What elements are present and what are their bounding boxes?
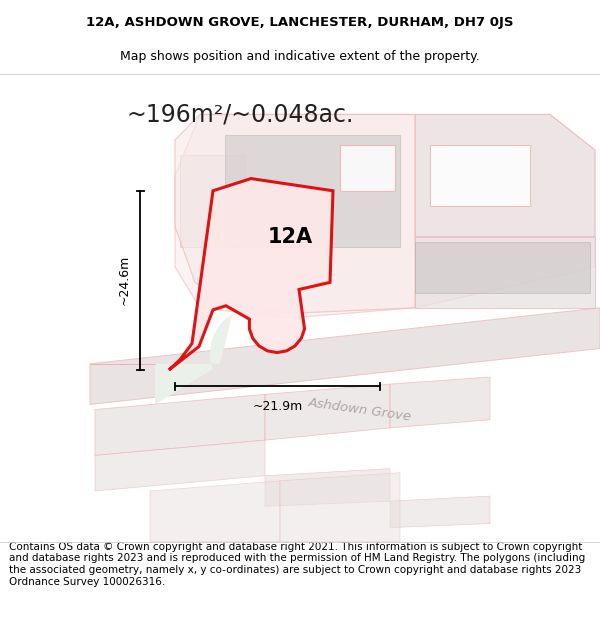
Text: Contains OS data © Crown copyright and database right 2021. This information is : Contains OS data © Crown copyright and d… xyxy=(9,542,585,587)
Polygon shape xyxy=(95,440,265,491)
Polygon shape xyxy=(90,308,600,404)
Text: ~24.6m: ~24.6m xyxy=(118,255,131,306)
Polygon shape xyxy=(265,469,390,506)
Polygon shape xyxy=(169,179,333,370)
Polygon shape xyxy=(175,114,415,313)
Polygon shape xyxy=(150,481,280,542)
Polygon shape xyxy=(155,314,233,404)
Polygon shape xyxy=(415,114,595,237)
Polygon shape xyxy=(265,384,390,440)
Text: ~196m²/~0.048ac.: ~196m²/~0.048ac. xyxy=(127,102,353,126)
Text: Map shows position and indicative extent of the property.: Map shows position and indicative extent… xyxy=(120,50,480,63)
Polygon shape xyxy=(280,472,400,542)
Polygon shape xyxy=(340,145,395,191)
Polygon shape xyxy=(95,394,265,456)
Text: 12A, ASHDOWN GROVE, LANCHESTER, DURHAM, DH7 0JS: 12A, ASHDOWN GROVE, LANCHESTER, DURHAM, … xyxy=(86,16,514,29)
Polygon shape xyxy=(415,242,590,292)
Polygon shape xyxy=(430,145,530,206)
Text: 12A: 12A xyxy=(268,227,313,247)
Polygon shape xyxy=(175,114,595,318)
Polygon shape xyxy=(180,155,245,247)
Polygon shape xyxy=(390,496,490,528)
Polygon shape xyxy=(415,237,595,308)
Text: Ashdown Grove: Ashdown Grove xyxy=(307,396,413,423)
Polygon shape xyxy=(225,135,400,247)
Polygon shape xyxy=(390,377,490,428)
Text: ~21.9m: ~21.9m xyxy=(253,401,302,413)
